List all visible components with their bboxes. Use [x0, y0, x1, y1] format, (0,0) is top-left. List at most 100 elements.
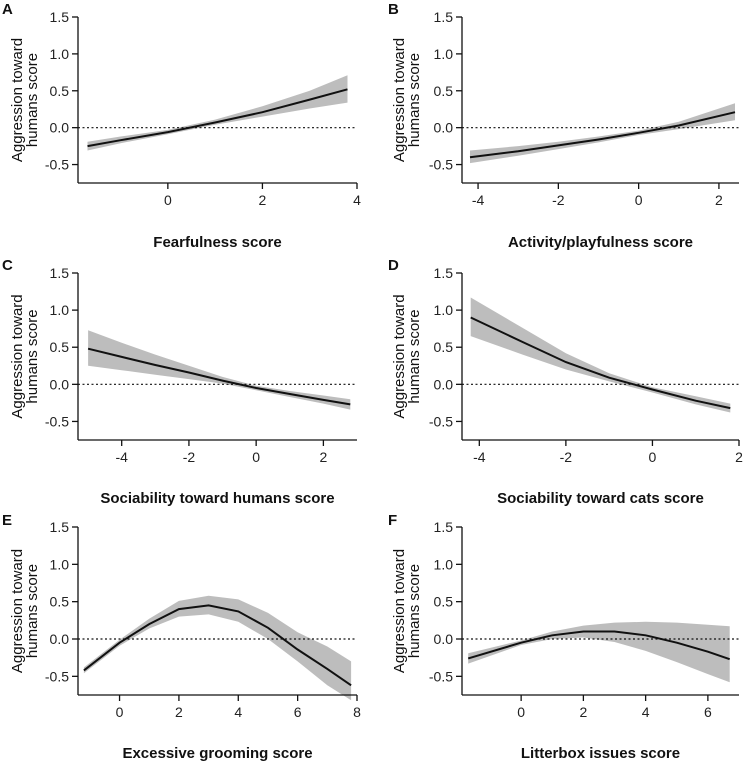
y-tick-label: -0.5	[45, 413, 69, 429]
x-axis-title: Fearfulness score	[153, 234, 281, 251]
panel-letter: B	[388, 1, 399, 18]
y-tick-label: 1.0	[434, 302, 454, 318]
fitted-line	[87, 347, 351, 406]
y-axis-title-line: Aggression toward	[391, 294, 408, 418]
confidence-band	[83, 595, 352, 701]
y-axis-title: Aggression towardhumans score	[391, 294, 423, 418]
confidence-band	[88, 330, 351, 410]
confidence-band	[470, 103, 735, 164]
x-tick-label: 4	[234, 704, 242, 720]
y-axis-title-line: Aggression toward	[391, 38, 408, 162]
y-tick-label: 1.5	[50, 9, 70, 25]
x-tick-label: 2	[579, 704, 587, 720]
x-tick-label: -2	[552, 192, 565, 208]
y-tick-label: 1.5	[50, 265, 70, 281]
y-tick-label: 1.0	[50, 46, 70, 62]
panel-e: E -0.5 0.0 0.5 1.0 1.5 0 2 4 6 8 Excessive grooming…	[2, 512, 361, 762]
x-tick-label: 2	[175, 704, 183, 720]
panel-letter: E	[2, 512, 12, 529]
x-tick-label: 6	[704, 704, 712, 720]
y-tick-label: -0.5	[45, 157, 69, 173]
x-tick-label: -2	[183, 449, 196, 465]
panel-letter: C	[2, 257, 13, 274]
y-axis-title-line: humans score	[24, 309, 41, 403]
y-axis-title: Aggression towardhumans score	[391, 38, 423, 162]
panel-letter: A	[2, 1, 13, 18]
y-tick-label: 0.0	[50, 120, 70, 136]
fitted-line	[469, 111, 736, 159]
y-axis-title-line: humans score	[24, 53, 41, 147]
x-tick-label: 0	[116, 704, 124, 720]
y-tick-label: -0.5	[429, 413, 453, 429]
confidence-band	[470, 297, 731, 413]
y-axis-title: Aggression towardhumans score	[9, 38, 41, 162]
fitted-line	[83, 604, 352, 687]
x-tick-label: 0	[635, 192, 643, 208]
y-tick-label: 0.0	[434, 120, 454, 136]
x-tick-label: 0	[517, 704, 525, 720]
x-tick-label: -4	[115, 449, 128, 465]
x-tick-label: -2	[560, 449, 573, 465]
y-tick-label: -0.5	[45, 668, 69, 684]
y-axis-title: Aggression towardhumans score	[391, 549, 423, 673]
y-axis-title-line: Aggression toward	[9, 549, 26, 673]
panel-b: B -0.5 0.0 0.5 1.0 1.5 -4 -2 0 2 Activity/playfuln…	[388, 1, 739, 251]
panel-letter: F	[388, 512, 397, 529]
x-axis-title: Activity/playfulness score	[508, 234, 693, 251]
y-tick-label: 0.0	[50, 376, 70, 392]
y-tick-label: 0.5	[50, 83, 70, 99]
panel-d: D -0.5 0.0 0.5 1.0 1.5 -4 -2 0 2 Sociability towar…	[388, 257, 743, 507]
y-tick-label: 0.5	[434, 594, 454, 610]
x-tick-label: 6	[294, 704, 302, 720]
y-axis-title-line: Aggression toward	[9, 294, 26, 418]
panel-f: F -0.5 0.0 0.5 1.0 1.5 0 2 4 6 Litterbox issues sc…	[388, 512, 739, 762]
fitted-line	[470, 316, 731, 410]
y-tick-label: 1.5	[434, 9, 454, 25]
x-tick-label: 2	[715, 192, 723, 208]
y-axis-title: Aggression towardhumans score	[9, 294, 41, 418]
y-axis-title: Aggression towardhumans score	[9, 549, 41, 673]
x-tick-label: 8	[353, 704, 361, 720]
x-tick-label: 4	[353, 192, 361, 208]
y-tick-label: 1.0	[434, 46, 454, 62]
y-axis-title-line: Aggression toward	[391, 549, 408, 673]
y-tick-label: 1.0	[50, 302, 70, 318]
x-tick-label: 2	[259, 192, 267, 208]
y-tick-label: 1.5	[434, 519, 454, 535]
panel-c: C -0.5 0.0 0.5 1.0 1.5 -4 -2 0 2 Sociability towar…	[2, 257, 357, 507]
panel-a: A -0.5 0.0 0.5 1.0 1.5 0 2 4 Fearfulness score Agg…	[2, 1, 361, 251]
y-tick-label: 0.0	[434, 376, 454, 392]
panel-letter: D	[388, 257, 399, 274]
x-tick-label: 2	[319, 449, 327, 465]
x-axis-title: Sociability toward humans score	[100, 490, 334, 507]
x-axis-title: Sociability toward cats score	[497, 490, 704, 507]
y-tick-label: 0.5	[434, 83, 454, 99]
x-tick-label: 2	[735, 449, 743, 465]
y-tick-label: 1.0	[434, 556, 454, 572]
x-tick-label: 4	[642, 704, 650, 720]
y-axis-title-line: Aggression toward	[9, 38, 26, 162]
y-tick-label: 1.0	[50, 556, 70, 572]
confidence-band	[87, 75, 348, 151]
x-tick-label: -4	[473, 449, 486, 465]
x-tick-label: 0	[164, 192, 172, 208]
x-axis-title: Litterbox issues score	[521, 745, 680, 762]
y-tick-label: -0.5	[429, 157, 453, 173]
y-axis-title-line: humans score	[406, 53, 423, 147]
confidence-band	[468, 621, 730, 683]
y-tick-label: 0.5	[50, 594, 70, 610]
x-axis-title: Excessive grooming score	[122, 745, 312, 762]
y-tick-label: 1.5	[50, 519, 70, 535]
y-tick-label: 0.0	[50, 631, 70, 647]
y-tick-label: 0.5	[434, 339, 454, 355]
y-axis-title-line: humans score	[406, 309, 423, 403]
y-axis-title-line: humans score	[24, 564, 41, 658]
fitted-line	[467, 630, 731, 661]
fitted-line	[87, 88, 348, 148]
y-tick-label: 1.5	[434, 265, 454, 281]
y-axis-title-line: humans score	[406, 564, 423, 658]
y-tick-label: 0.5	[50, 339, 70, 355]
y-tick-label: -0.5	[429, 668, 453, 684]
x-tick-label: -4	[472, 192, 485, 208]
